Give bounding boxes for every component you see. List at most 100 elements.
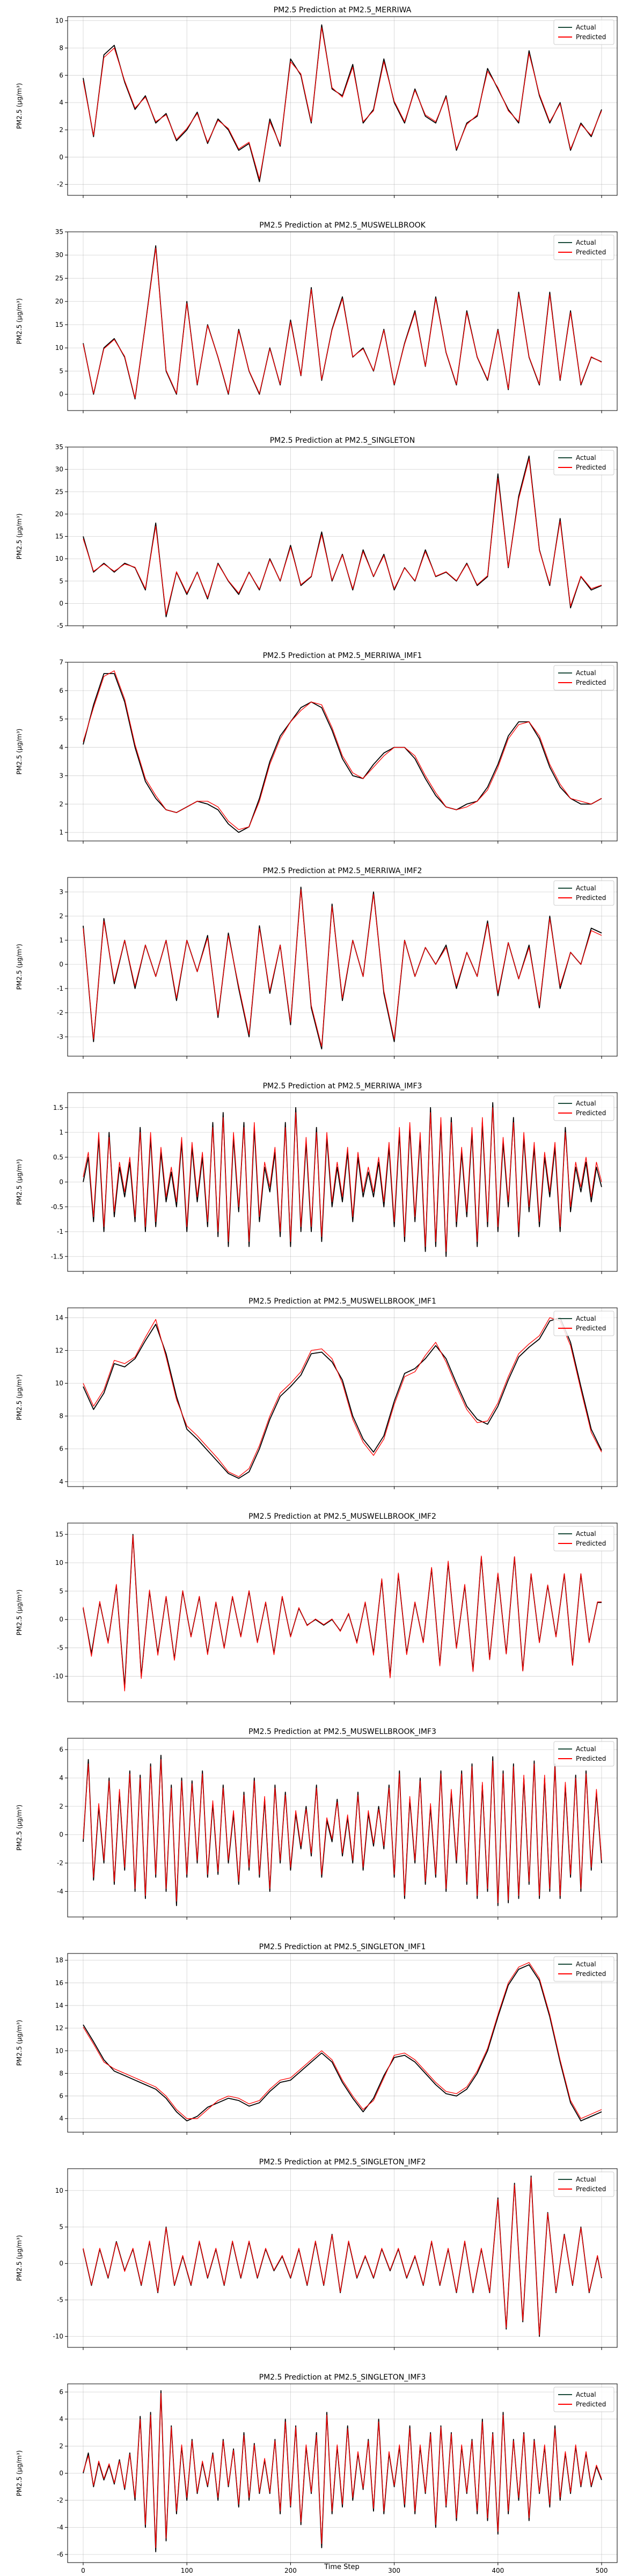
y-tick-label: 0.5 (53, 1153, 63, 1161)
y-tick-label: 1 (59, 936, 63, 944)
legend-box (553, 1311, 614, 1336)
plot-frame (67, 16, 618, 196)
legend-box (553, 1741, 614, 1767)
legend-label-actual: Actual (576, 1960, 596, 1968)
plot-area (68, 1523, 617, 1702)
legend-label-predicted: Predicted (576, 248, 606, 256)
y-tick-label: 5 (59, 367, 63, 375)
legend-box (553, 1956, 614, 1982)
y-tick-label: 6 (59, 687, 63, 694)
y-tick-label: 1.5 (53, 1104, 63, 1111)
plot-area (68, 2169, 617, 2347)
y-tick-label: -0.5 (51, 1203, 63, 1211)
y-axis-label: PM2.5 (µg/m³) (16, 1805, 23, 1851)
y-axis-label: PM2.5 (µg/m³) (16, 2235, 23, 2281)
y-tick-label: 8 (59, 2069, 63, 2077)
y-tick-label: 12 (55, 2024, 63, 2032)
y-tick-label: 4 (59, 2115, 63, 2123)
chart-panel-1: -2 0 2 4 6 8 10 PM2.5 Prediction at PM2.5_MERRI… (16, 6, 618, 198)
chart-panel-8: -10 -5 0 5 10 15 PM2.5 Prediction at PM2.5_MUS… (16, 1512, 618, 1704)
chart-panel-9: -4 -2 0 2 4 6 PM2.5 Prediction at PM2.5_MUSWEL… (16, 1728, 618, 1920)
y-tick-label: 15 (55, 1531, 63, 1538)
y-tick-label: -2 (57, 2497, 63, 2504)
plot-area (68, 232, 617, 411)
y-tick-label: 10 (55, 17, 63, 25)
y-tick-label: -1 (57, 985, 63, 992)
y-tick-label: -2 (57, 1009, 63, 1016)
series-line-predicted (83, 247, 602, 399)
plot-area (68, 1738, 617, 1917)
chart-title: PM2.5 Prediction at PM2.5_MERRIWA_IMF2 (263, 867, 422, 875)
legend-label-predicted: Predicted (576, 2401, 606, 2408)
chart-panel-5: -3 -2 -1 0 1 2 3 PM2.5 Prediction at PM2.5_MERR… (16, 867, 618, 1059)
y-tick-label: 6 (59, 2388, 63, 2396)
y-tick-label: -1 (57, 1228, 63, 1235)
y-tick-label: 2 (59, 126, 63, 134)
x-tick-label: 100 (181, 2567, 193, 2574)
plot-area (68, 17, 617, 195)
plot-area (68, 1308, 617, 1487)
chart-panel-11: -10 -5 0 5 10 PM2.5 Prediction at PM2.5_SINGL… (16, 2158, 618, 2350)
y-axis-label: PM2.5 (µg/m³) (16, 2020, 23, 2066)
y-tick-label: 6 (59, 71, 63, 79)
legend-label-predicted: Predicted (576, 679, 606, 686)
y-tick-label: 0 (59, 391, 63, 398)
chart-panel-3: -5 0 5 10 15 20 25 30 35 PM2.5 Prediction at PM2.… (16, 436, 618, 630)
plot-frame (67, 1307, 618, 1487)
series-line-predicted (83, 27, 602, 180)
y-tick-label: 12 (55, 1346, 63, 1354)
legend-label-actual: Actual (576, 1745, 596, 1753)
y-axis-label: PM2.5 (µg/m³) (16, 944, 23, 990)
series-line-predicted (83, 1759, 602, 1904)
y-tick-label: 4 (59, 99, 63, 106)
chart-title: PM2.5 Prediction at PM2.5_SINGLETON_IMF2 (259, 2158, 426, 2167)
series-line-predicted (83, 1962, 602, 2119)
chart-title: PM2.5 Prediction at PM2.5_MUSWELLBROOK (259, 221, 426, 230)
y-tick-label: 30 (55, 251, 63, 259)
x-tick-label: 500 (596, 2567, 608, 2574)
chart-title: PM2.5 Prediction at PM2.5_MUSWELLBROOK_I… (248, 1297, 436, 1306)
y-tick-label: 10 (55, 555, 63, 562)
plot-area (68, 877, 617, 1056)
series-line-actual (83, 1964, 602, 2121)
y-tick-label: 0 (59, 1179, 63, 1186)
chart-panel-7: 4 6 8 10 12 14 PM2.5 Prediction at PM2.5_MUSWE… (16, 1297, 618, 1489)
chart-panel-4: 1 2 3 4 5 6 7 PM2.5 Prediction at PM2.5_MERRIWA… (16, 652, 618, 844)
y-tick-label: 8 (59, 44, 63, 52)
y-tick-label: 30 (55, 466, 63, 473)
plot-frame (67, 877, 618, 1057)
chart-title: PM2.5 Prediction at PM2.5_SINGLETON_IMF3 (259, 2373, 426, 2382)
legend-label-actual: Actual (576, 239, 596, 246)
y-tick-label: 14 (55, 1314, 63, 1321)
y-tick-label: 2 (59, 912, 63, 920)
y-axis-label: PM2.5 (µg/m³) (16, 298, 23, 345)
series-line-predicted (83, 670, 602, 830)
legend-label-predicted: Predicted (576, 464, 606, 471)
series-line-predicted (83, 2177, 602, 2336)
plot-area (68, 1953, 617, 2132)
y-tick-label: 10 (55, 344, 63, 352)
y-axis-label: PM2.5 (µg/m³) (16, 83, 23, 129)
y-tick-label: -10 (53, 1672, 63, 1680)
y-tick-label: 18 (55, 1957, 63, 1964)
chart-panel-12: 0 100 200 300 400 500 -6 -4 -2 0 2 4 6 PM2.5 Predicti… (16, 2373, 618, 2574)
y-axis-label: PM2.5 (µg/m³) (16, 514, 23, 560)
y-tick-label: 5 (59, 1587, 63, 1595)
plot-frame (67, 1953, 618, 2133)
series-line-predicted (83, 1107, 602, 1252)
chart-title: PM2.5 Prediction at PM2.5_MERRIWA_IMF3 (263, 1082, 422, 1091)
y-tick-label: -4 (57, 2523, 63, 2531)
legend-label-actual: Actual (576, 2176, 596, 2183)
series-line-predicted (83, 1317, 602, 1477)
y-tick-label: 15 (55, 533, 63, 540)
y-tick-label: 0 (59, 1616, 63, 1623)
chart-title: PM2.5 Prediction at PM2.5_SINGLETON (270, 436, 415, 445)
y-tick-label: 5 (59, 715, 63, 723)
chart-title: PM2.5 Prediction at PM2.5_MERRIWA_IMF1 (263, 652, 422, 660)
plot-area (68, 662, 617, 841)
legend-box (553, 1526, 614, 1552)
y-tick-label: 2 (59, 800, 63, 808)
y-tick-label: 0 (59, 599, 63, 607)
